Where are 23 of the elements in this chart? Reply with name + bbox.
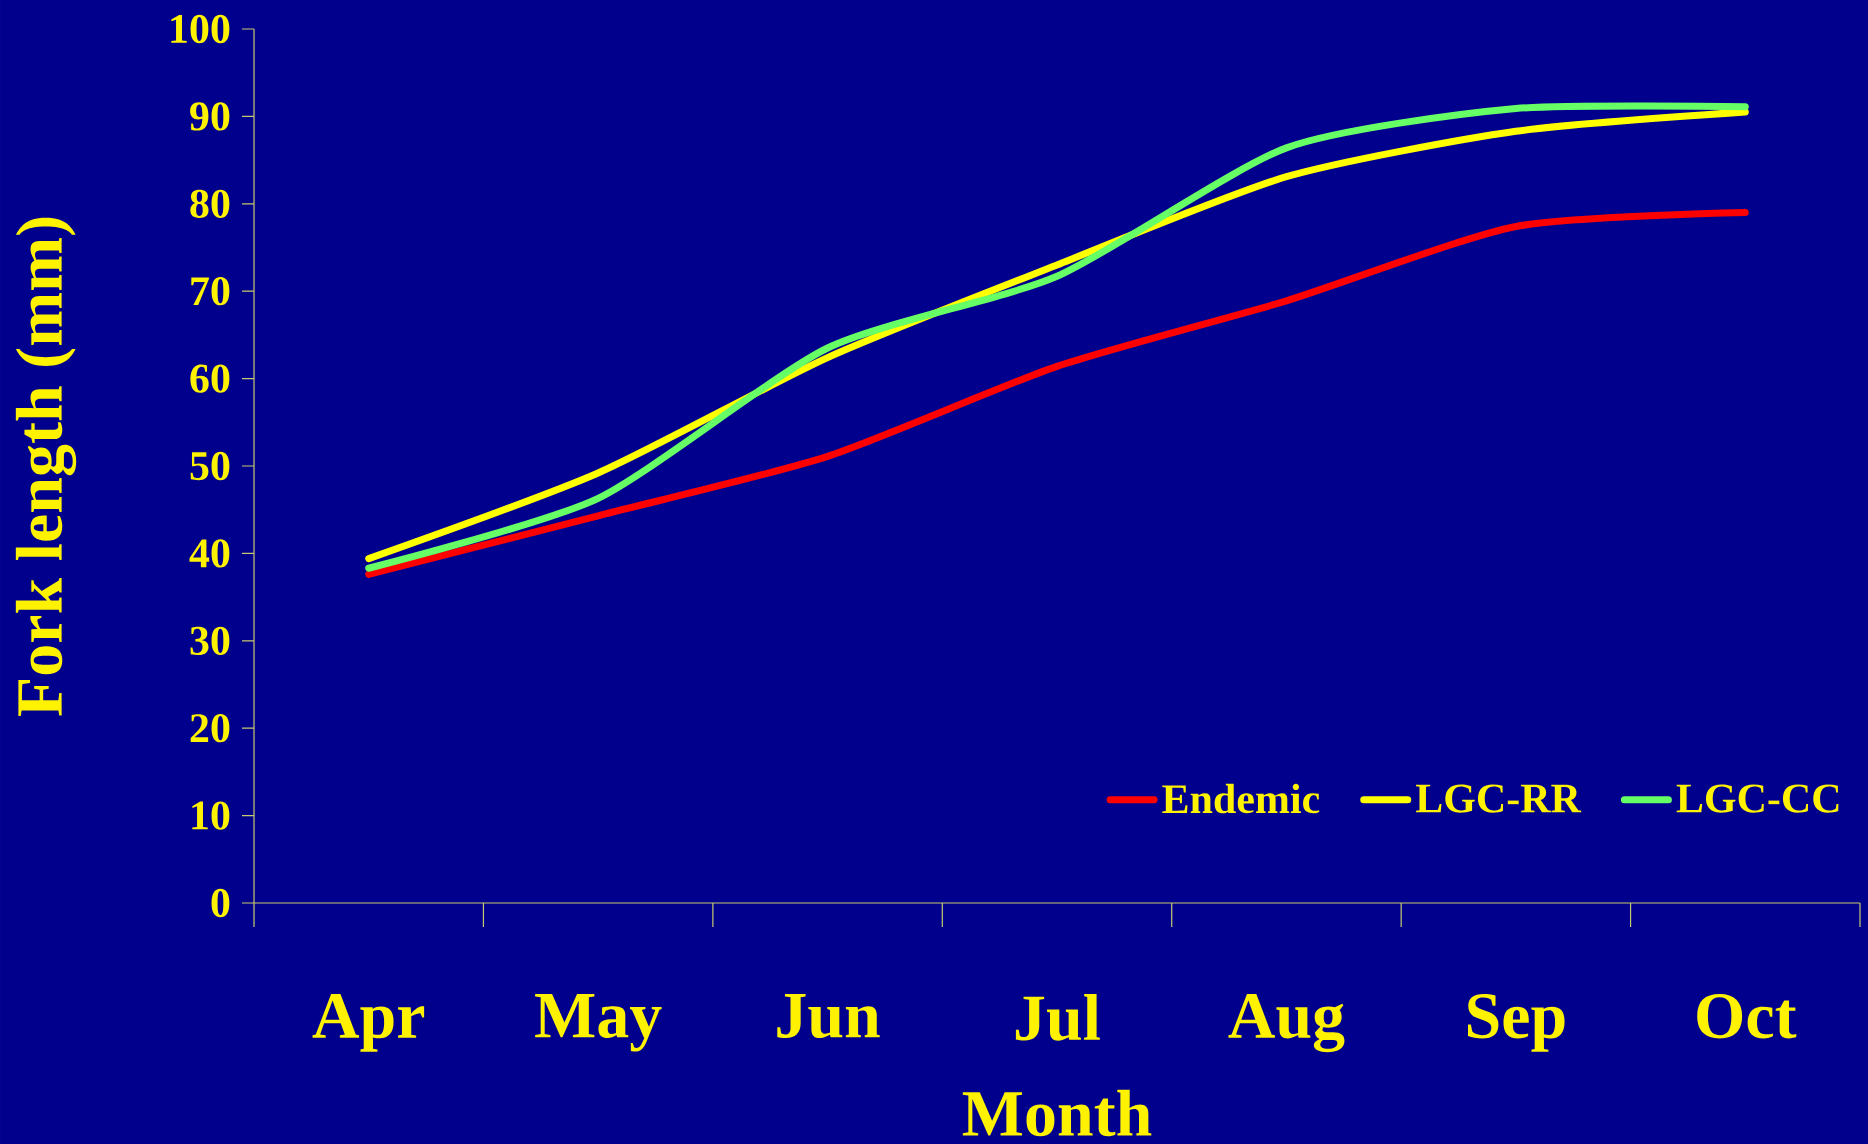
y-tick-label: 0 (211, 888, 230, 918)
y-tick-label: 20 (190, 714, 230, 743)
x-tick-label: Aug (1228, 994, 1345, 1053)
y-tick-label: 80 (190, 189, 230, 218)
y-tick-label: 10 (192, 801, 230, 830)
x-tick-label: Oct (1697, 994, 1797, 1039)
y-tick-label: 60 (190, 364, 230, 393)
y-axis-title: Fork length (mm) (15, 217, 77, 716)
x-tick-label: May (535, 994, 662, 1052)
x-axis-title: Month (962, 1089, 1152, 1137)
x-tick-label: Apr (312, 994, 425, 1052)
y-tick-label: 70 (191, 277, 230, 306)
legend-label: LGC-RR (1415, 784, 1582, 813)
y-tick-label: 50 (190, 451, 230, 481)
legend-label: LGC-CC (1676, 784, 1839, 813)
y-tick-label: 40 (189, 539, 230, 568)
x-tick-label: Jul (1015, 994, 1100, 1041)
legend-label: Endemic (1162, 783, 1320, 814)
y-tick-label: 90 (190, 102, 230, 131)
y-tick-label: 100 (171, 14, 230, 44)
x-tick-label: Sep (1468, 994, 1565, 1052)
y-tick-label: 30 (190, 626, 230, 655)
x-tick-label: Jun (777, 994, 880, 1039)
